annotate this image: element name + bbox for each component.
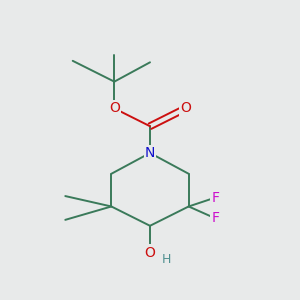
Text: O: O (145, 245, 155, 260)
Text: F: F (212, 190, 219, 205)
Text: O: O (109, 101, 120, 116)
Text: H: H (162, 254, 171, 266)
Text: N: N (145, 146, 155, 160)
Text: F: F (212, 212, 219, 225)
Text: O: O (180, 101, 191, 116)
